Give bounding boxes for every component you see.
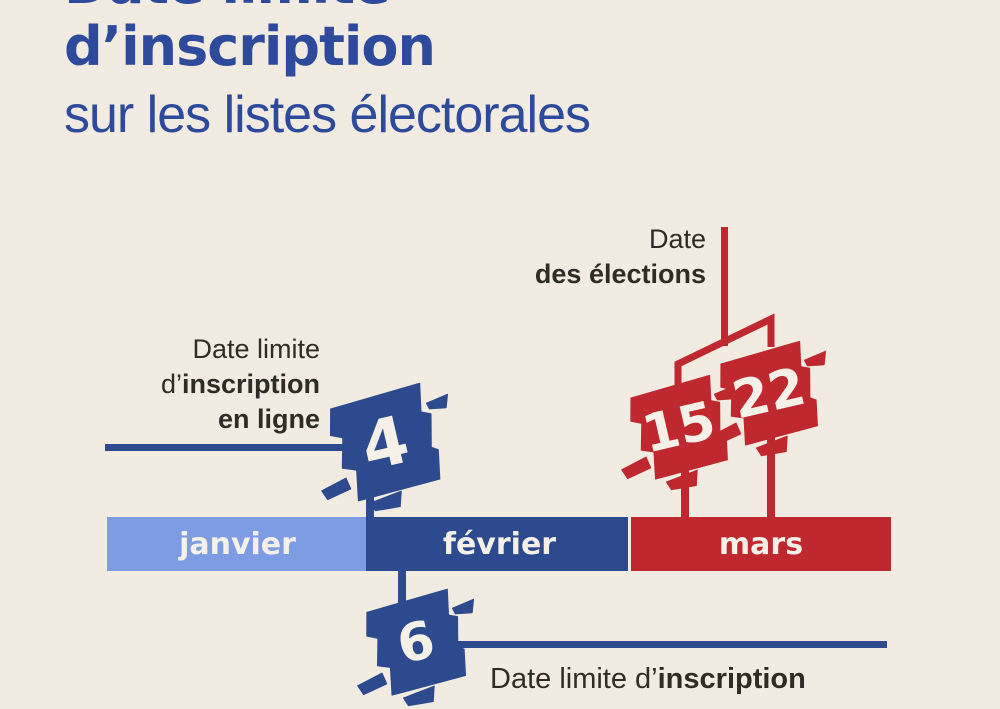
label-online-line-2: d’inscription: [160, 369, 320, 399]
label-online-deadline: Date limite d’inscription en ligne: [90, 332, 320, 437]
title-line-2: d’inscription: [64, 15, 436, 78]
badge-day-15: 15: [633, 383, 725, 473]
connector-line-online-deadline: [105, 444, 353, 451]
badge-shard: [451, 598, 478, 617]
timeline-segment-mars: mars: [631, 517, 891, 571]
connector-line-registration-deadline: [430, 641, 887, 648]
label-election-dates: Date des élections: [486, 222, 706, 292]
badge-shard: [803, 350, 830, 369]
timeline-segment-janvier: janvier: [107, 517, 368, 571]
connector-line-elections: [721, 227, 728, 346]
stem-day-22: [767, 415, 775, 530]
stem-day-4: [366, 450, 374, 571]
title-line-1: Date limite: [64, 0, 590, 16]
badge-day-6: 6: [369, 597, 463, 689]
badge-day-4: 4: [333, 392, 437, 494]
elections-bracket: [674, 313, 775, 390]
badge-shard: [319, 477, 352, 501]
label-elections-line-1: Date: [648, 224, 706, 254]
label-elections-line-2: des élections: [534, 259, 706, 289]
timeline-segment-fevrier: février: [371, 517, 628, 571]
badge-shard: [619, 456, 652, 480]
stem-day-6: [398, 563, 406, 615]
badge-shard: [425, 393, 452, 412]
page-title: Date limite d’inscription sur les listes…: [64, 0, 591, 146]
badge-day-22: 22: [723, 349, 815, 439]
label-online-line-3: en ligne: [217, 404, 320, 434]
badge-shard: [355, 672, 388, 696]
label-registration-deadline: Date limite d’inscription: [490, 663, 806, 695]
title-line-3: sur les listes électorales: [64, 86, 591, 144]
label-online-line-1: Date limite: [192, 334, 320, 364]
timeline-bar: janvier février mars: [107, 517, 891, 571]
